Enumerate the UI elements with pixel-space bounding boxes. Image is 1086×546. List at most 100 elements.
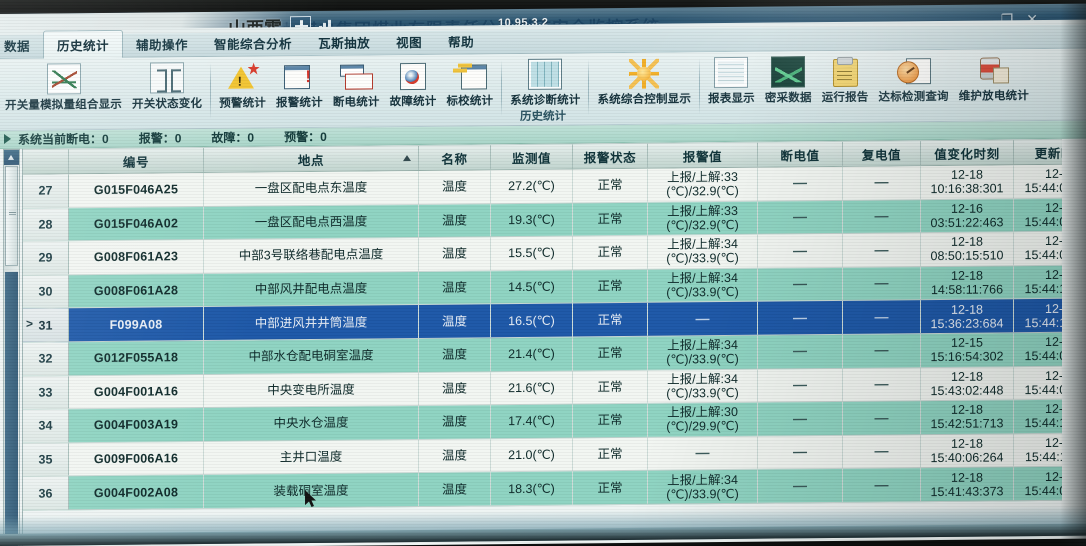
scrollbar-track[interactable] — [5, 271, 18, 546]
cell-cutoff: — — [758, 200, 843, 234]
column-header-restore[interactable]: 复电值 — [843, 141, 921, 166]
column-header-updated[interactable]: 更新时间 — [1014, 139, 1062, 165]
ribbon-button-label-10: 密采数据 — [764, 92, 812, 105]
cell-code: G004F001A16 — [69, 374, 204, 409]
cell-updated: 12-18 15:44:03:579 — [1014, 365, 1062, 400]
cell-index: 29 — [23, 241, 69, 275]
cell-restore: — — [843, 367, 921, 402]
cell-changed: 12-18 15:36:23:684 — [921, 299, 1014, 334]
cell-restore: — — [843, 233, 921, 267]
cell-name: 温度 — [419, 472, 491, 506]
update-date: 12-18 — [1045, 402, 1062, 417]
update-date: 12-18 — [1045, 469, 1062, 484]
ribbon-button-4[interactable]: 断电统计 — [328, 58, 385, 110]
cell-limit: 上报/上解:33 (℃)/32.9(℃) — [648, 167, 758, 202]
cell-value: 18.3(℃) — [491, 471, 573, 506]
cell-alarm: 正常 — [573, 336, 648, 371]
menu-tab-3[interactable]: 智能综合分析 — [214, 37, 293, 52]
menu-tab-0[interactable]: 数据 — [4, 39, 31, 54]
table-body: 27 G015F046A25 一盘区配电点东温度 温度 27.2(℃) 正常 上报/上解:3… — [23, 164, 1063, 511]
change-time: 15:16:54:302 — [930, 349, 1004, 365]
column-header-value[interactable]: 监测值 — [491, 144, 573, 170]
status-item-alarm: 报警：0 — [139, 129, 182, 146]
column-header-alarm[interactable]: 报警状态 — [573, 143, 648, 169]
update-time: 15:44:12:816 — [1024, 315, 1063, 330]
cell-updated: 12-18 15:44:03:595 — [1014, 197, 1062, 232]
change-date: 12-18 — [951, 167, 983, 183]
cell-alarm: 正常 — [573, 202, 648, 236]
column-header-name[interactable]: 名称 — [419, 145, 491, 170]
cell-limit: 上报/上解:33 (℃)/32.9(℃) — [648, 201, 758, 235]
column-header-place[interactable]: 地点 — [204, 145, 419, 173]
cell-code: G008F061A28 — [69, 273, 204, 308]
column-header-limit[interactable]: 报警值 — [648, 142, 758, 168]
ribbon-button-9[interactable]: 报表显示 — [703, 55, 760, 107]
data-grid-area: 编号 地点 名称 监测值 报警状态 报警值 断电值 复电值 值变化时刻 更新时间 27 G015F0… — [0, 138, 1086, 546]
cell-value: 17.4(℃) — [491, 404, 573, 439]
change-time: 15:40:06:264 — [930, 450, 1004, 466]
grid-table-icon — [528, 58, 563, 90]
menu-tab-4[interactable]: 瓦斯抽放 — [318, 36, 371, 51]
alarm-limit-line1: 上报/上解:34 — [667, 270, 738, 286]
cell-place: 一盘区配电点东温度 — [204, 170, 419, 206]
ribbon-button-13[interactable]: W 维护放电统计 — [954, 52, 1034, 104]
ribbon-button-1[interactable]: 开关状态变化 — [127, 60, 207, 112]
alarm-limit-line1: 上报/上解:33 — [667, 170, 738, 185]
column-header-changed[interactable]: 值变化时刻 — [921, 140, 1014, 166]
update-time: 15:44:07:824 — [1024, 483, 1063, 498]
alarm-limit-line2: (℃)/33.9(℃) — [666, 251, 739, 267]
cell-updated: 12-18 15:44:12:816 — [1014, 298, 1063, 333]
menu-tab-6[interactable]: 帮助 — [448, 35, 475, 50]
status-item-fault: 故障：0 — [211, 129, 254, 146]
menu-tab-2[interactable]: 辅助操作 — [136, 38, 189, 53]
status-label-alarm: 报警： — [138, 131, 175, 146]
vertical-scrollbar[interactable] — [3, 148, 20, 546]
sort-ascending-icon[interactable] — [403, 155, 411, 162]
status-value-alarm: 0 — [174, 131, 182, 146]
update-time: 15:44:11:863 — [1024, 449, 1062, 465]
ribbon-button-11[interactable]: 运行报告 — [817, 54, 874, 106]
cell-alarm: 正常 — [573, 235, 648, 270]
change-time: 15:42:51:713 — [930, 416, 1004, 432]
ribbon-button-label-13: 维护放电统计 — [958, 90, 1029, 103]
switch-state-icon — [150, 62, 185, 94]
cell-limit: — — [648, 302, 758, 336]
column-header-cutoff[interactable]: 断电值 — [758, 141, 843, 167]
update-time: 15:44:13:659 — [1024, 415, 1063, 431]
cell-restore: — — [843, 199, 921, 234]
ribbon-button-6[interactable]: 标校统计 — [441, 57, 498, 109]
update-date: 12-18 — [1045, 334, 1062, 350]
cell-changed: 12-15 15:16:54:302 — [921, 333, 1014, 367]
ribbon-button-label-5: 故障统计 — [389, 95, 437, 109]
ribbon-button-2[interactable]: 预警统计 — [214, 59, 271, 111]
menu-tab-1[interactable]: 历史统计 — [43, 29, 124, 59]
cell-value: 21.4(℃) — [491, 337, 573, 371]
ribbon-button-3[interactable]: 报警统计 — [271, 59, 328, 111]
ribbon-button-12[interactable]: 达标检测查询 — [874, 53, 954, 105]
cell-cutoff: — — [758, 435, 843, 470]
cell-place: 主井口温度 — [204, 439, 419, 475]
scroll-up-arrow-icon[interactable] — [4, 149, 19, 165]
change-date: 12-18 — [951, 403, 983, 418]
ribbon-button-5[interactable]: 故障统计 — [385, 58, 442, 110]
warning-triangle-icon — [226, 62, 260, 93]
cell-index: 32 — [23, 342, 69, 376]
cell-code: G004F002A08 — [69, 475, 204, 510]
cell-code: G012F055A18 — [69, 341, 204, 375]
cell-changed: 12-18 15:43:02:448 — [921, 366, 1014, 401]
ribbon-button-0[interactable]: 开关量模拟量组合显示 — [0, 61, 127, 113]
cell-restore: — — [843, 434, 921, 469]
scrollbar-thumb[interactable] — [5, 165, 18, 266]
ribbon-button-8[interactable]: 系统综合控制显示 — [592, 55, 696, 107]
cell-alarm: 正常 — [573, 269, 648, 303]
cell-limit: 上报/上解:34 (℃)/33.9(℃) — [648, 470, 758, 504]
ribbon-button-10[interactable]: 密采数据 — [760, 54, 817, 106]
menu-tab-5[interactable]: 视图 — [396, 35, 423, 51]
cell-changed: 12-16 03:51:22:463 — [921, 198, 1014, 233]
ribbon-button-label-11: 运行报告 — [821, 91, 869, 105]
column-header-code[interactable]: 编号 — [69, 148, 204, 174]
cell-index: 31 > — [23, 308, 69, 342]
ribbon-button-7[interactable]: 系统诊断统计 — [505, 56, 585, 108]
column-header-index[interactable] — [23, 149, 69, 174]
cell-changed: 12-18 14:58:11:766 — [921, 266, 1014, 300]
